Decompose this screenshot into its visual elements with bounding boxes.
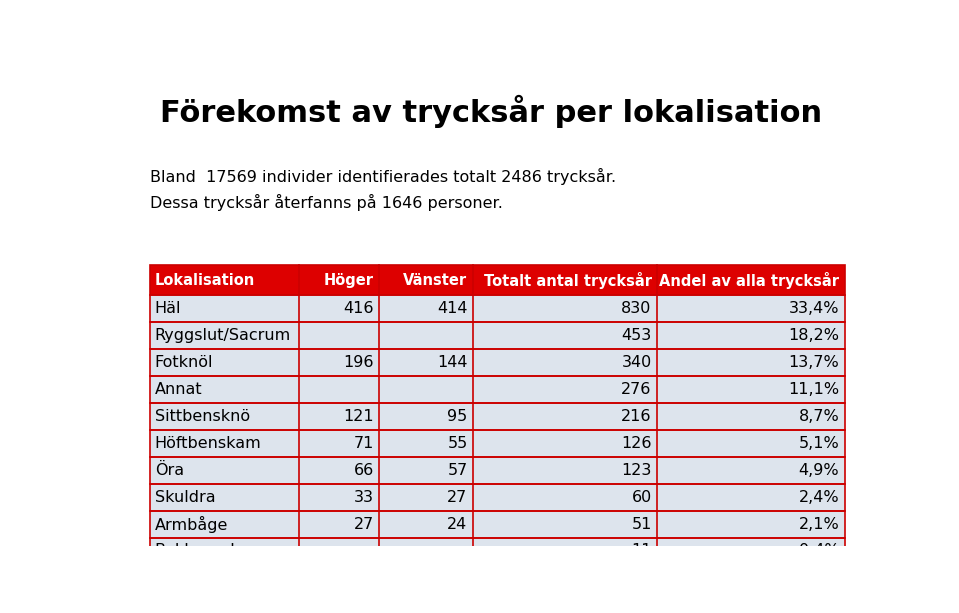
Bar (150, 322, 845, 349)
Bar (150, 484, 845, 511)
Bar (150, 265, 845, 295)
Text: 123: 123 (621, 463, 652, 478)
Text: Öra: Öra (154, 463, 184, 478)
Text: Bland  17569 individer identifierades totalt 2486 trycksår.: Bland 17569 individer identifierades tot… (150, 168, 616, 185)
Text: 0,4%: 0,4% (799, 544, 839, 558)
Bar (150, 511, 845, 538)
Bar (150, 430, 845, 457)
Text: 11: 11 (631, 544, 652, 558)
Text: Dessa trycksår återfanns på 1646 personer.: Dessa trycksår återfanns på 1646 persone… (150, 194, 503, 211)
Text: 51: 51 (631, 517, 652, 531)
Bar (150, 484, 845, 511)
Text: 66: 66 (354, 463, 374, 478)
Text: Annat: Annat (154, 382, 202, 397)
Bar (150, 538, 845, 565)
Text: 453: 453 (621, 329, 652, 343)
Text: Totalt antal trycksår: Totalt antal trycksår (483, 272, 652, 289)
Text: 5,1%: 5,1% (799, 436, 839, 451)
Text: 196: 196 (343, 355, 374, 370)
Bar (150, 295, 845, 322)
Text: 57: 57 (447, 463, 468, 478)
Text: 11,1%: 11,1% (788, 382, 839, 397)
Bar (150, 349, 845, 376)
Text: 414: 414 (437, 302, 468, 316)
Bar (150, 403, 845, 430)
Text: 27: 27 (354, 517, 374, 531)
Bar (150, 538, 845, 565)
Text: 18,2%: 18,2% (788, 329, 839, 343)
Bar (150, 295, 845, 322)
Text: 24: 24 (447, 517, 468, 531)
Text: 27: 27 (447, 490, 468, 504)
Text: 340: 340 (621, 355, 652, 370)
Text: 33: 33 (354, 490, 374, 504)
Text: 33,4%: 33,4% (789, 302, 839, 316)
Text: Höftbenskam: Höftbenskam (154, 436, 262, 451)
Text: Häl: Häl (154, 302, 181, 316)
Text: Andel av alla trycksår: Andel av alla trycksår (660, 272, 839, 289)
Text: Förekomst av trycksår per lokalisation: Förekomst av trycksår per lokalisation (160, 95, 823, 128)
Text: 216: 216 (621, 409, 652, 424)
Bar (150, 457, 845, 484)
Text: Sittbensknö: Sittbensknö (154, 409, 250, 424)
Bar (150, 430, 845, 457)
Bar (150, 376, 845, 403)
Text: 144: 144 (437, 355, 468, 370)
Text: 8,7%: 8,7% (799, 409, 839, 424)
Text: 2,4%: 2,4% (799, 490, 839, 504)
Bar (150, 349, 845, 376)
Text: 71: 71 (353, 436, 374, 451)
Text: Ryggslut/Sacrum: Ryggslut/Sacrum (154, 329, 292, 343)
Bar (150, 265, 845, 295)
Bar (150, 376, 845, 403)
Text: Skuldra: Skuldra (154, 490, 216, 504)
Text: Fotknöl: Fotknöl (154, 355, 213, 370)
Bar (150, 403, 845, 430)
Text: Vänster: Vänster (404, 273, 468, 287)
Bar (150, 322, 845, 349)
Text: 416: 416 (343, 302, 374, 316)
Text: Höger: Höger (324, 273, 374, 287)
Text: 121: 121 (343, 409, 374, 424)
Text: 126: 126 (621, 436, 652, 451)
Text: 830: 830 (621, 302, 652, 316)
Text: 55: 55 (447, 436, 468, 451)
Text: 60: 60 (631, 490, 652, 504)
Text: 4,9%: 4,9% (799, 463, 839, 478)
Text: 13,7%: 13,7% (788, 355, 839, 370)
Text: 95: 95 (447, 409, 468, 424)
Text: Lokalisation: Lokalisation (154, 273, 255, 287)
Text: 2,1%: 2,1% (799, 517, 839, 531)
Text: Bakhuvud: Bakhuvud (154, 544, 236, 558)
Bar (150, 457, 845, 484)
Text: Armbåge: Armbåge (154, 516, 228, 533)
Text: 276: 276 (621, 382, 652, 397)
Bar (150, 511, 845, 538)
